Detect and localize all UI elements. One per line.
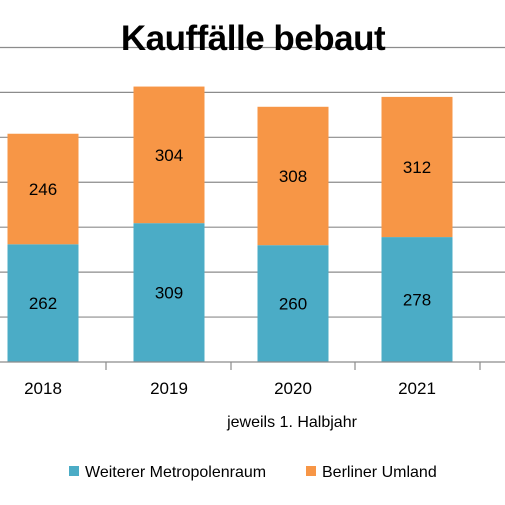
x-tick-label: 2018 — [24, 379, 62, 398]
data-label: 260 — [279, 295, 307, 314]
bar-metropolenraum-2018 — [7, 244, 79, 362]
bar-umland-2020 — [257, 106, 329, 246]
legend-swatch — [69, 466, 79, 476]
legend-label: Weiterer Metropolenraum — [85, 464, 266, 481]
bar-metropolenraum-2021 — [381, 237, 453, 362]
bars: 262 246 309 304 260 308 278 312 — [7, 86, 453, 362]
x-tick-label: 2020 — [274, 379, 312, 398]
bar-umland-2019 — [133, 86, 205, 224]
data-label: 262 — [29, 294, 57, 313]
chart-title: Kauffälle bebaut — [121, 19, 386, 58]
data-label: 246 — [29, 180, 57, 199]
gridlines — [0, 46, 505, 318]
legend-label: Berliner Umland — [322, 464, 437, 481]
legend: Weiterer Metropolenraum Berliner Umland — [69, 464, 437, 481]
bar-metropolenraum-2019 — [133, 223, 205, 362]
bar-metropolenraum-2020 — [257, 245, 329, 362]
data-label: 304 — [155, 146, 183, 165]
data-label: 308 — [279, 167, 307, 186]
data-label: 278 — [403, 291, 431, 310]
x-axis: 2018 2019 2020 2021 — [0, 361, 505, 398]
x-tick-label: 2019 — [150, 379, 188, 398]
bar-umland-2021 — [381, 96, 453, 238]
x-tick-label: 2021 — [398, 379, 436, 398]
data-label: 312 — [403, 158, 431, 177]
bar-umland-2018 — [7, 133, 79, 245]
x-axis-title: jeweils 1. Halbjahr — [226, 414, 358, 431]
legend-swatch — [306, 466, 316, 476]
data-label: 309 — [155, 284, 183, 303]
